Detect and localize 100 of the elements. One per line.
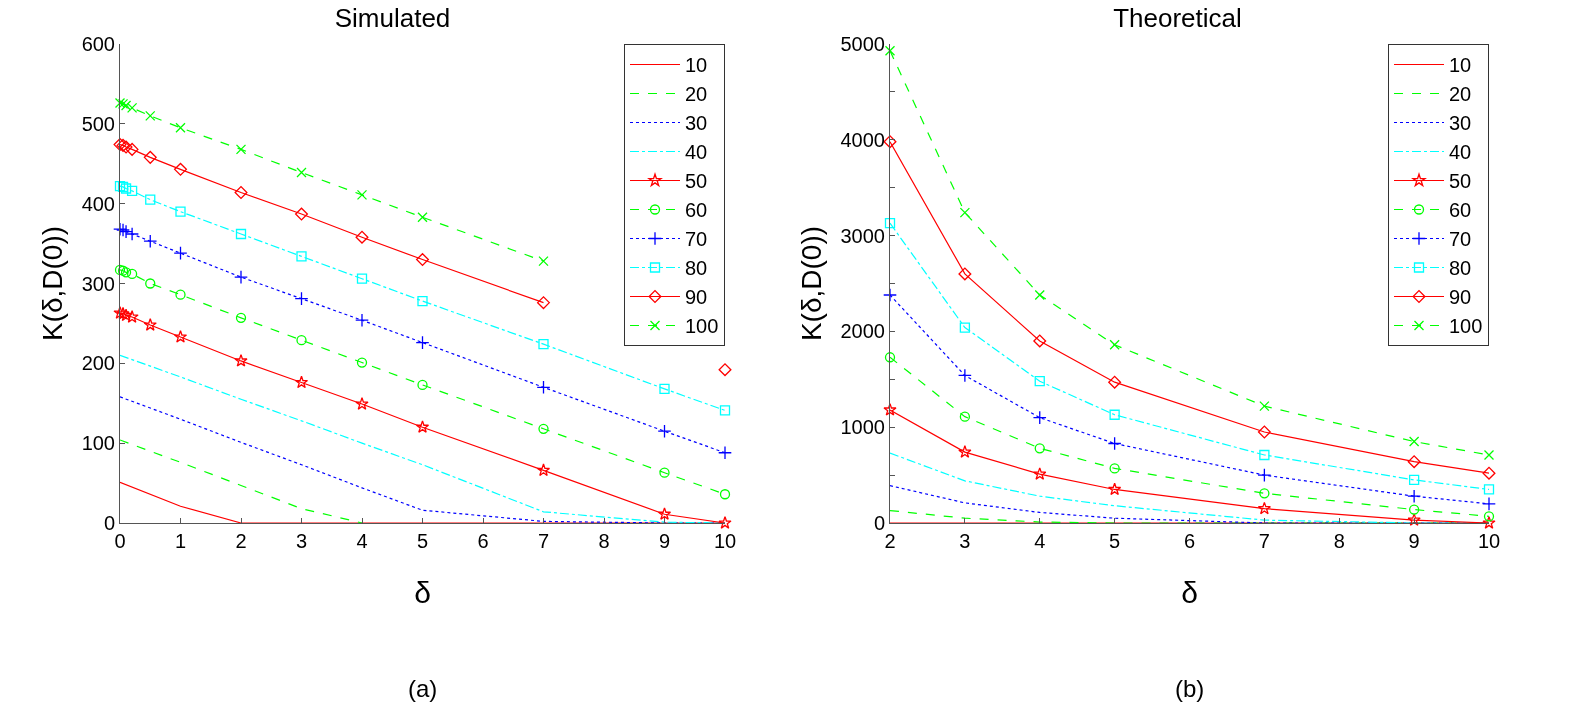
legend-label: 20 [685, 83, 708, 106]
point [234, 353, 248, 367]
point [719, 405, 731, 416]
point [417, 212, 428, 223]
point [417, 295, 428, 307]
point [957, 368, 972, 383]
point [356, 189, 368, 201]
point [1259, 488, 1270, 499]
point [884, 218, 896, 229]
point [356, 357, 368, 368]
x-tick-label: 4 [1034, 530, 1046, 552]
point [125, 227, 140, 241]
x-tick-label: 6 [1183, 530, 1196, 552]
point [959, 322, 971, 333]
point [958, 267, 972, 281]
point [234, 270, 248, 285]
point [1482, 516, 1496, 529]
point [538, 339, 549, 350]
y-tick-label: 4000 [840, 128, 885, 151]
point [296, 335, 307, 346]
point [1033, 467, 1047, 480]
point [884, 352, 896, 363]
point [959, 207, 971, 218]
point [1257, 468, 1272, 483]
point [173, 330, 188, 343]
line-series [120, 439, 363, 523]
x-axis-title: δ [1181, 575, 1198, 609]
point [1109, 409, 1120, 420]
x-tick-label: 10 [1477, 530, 1501, 552]
point [1108, 375, 1122, 389]
point [143, 150, 157, 164]
y-tick-label: 500 [81, 112, 115, 135]
x-tick-label: 9 [1408, 530, 1420, 552]
point [1483, 449, 1495, 461]
point [296, 251, 307, 262]
y-tick-label: 400 [81, 192, 115, 215]
point [538, 423, 549, 434]
point [719, 489, 731, 500]
point [235, 228, 247, 240]
point [538, 255, 549, 267]
point [718, 445, 732, 460]
point [1107, 436, 1122, 451]
x-tick-label: 2 [235, 530, 247, 552]
legend-label: 90 [685, 286, 708, 309]
legend-label: 10 [1449, 54, 1472, 77]
x-tick-label: 7 [537, 530, 550, 552]
point [294, 291, 309, 306]
legend-label: 40 [685, 141, 708, 164]
point [415, 420, 430, 433]
y-tick-label: 100 [81, 432, 115, 455]
text: (a) [408, 675, 438, 702]
point [657, 507, 672, 520]
x-tick-label: 4 [356, 530, 368, 552]
legend-label: 100 [1449, 315, 1483, 338]
x-tick-label: 5 [1109, 530, 1121, 552]
point [143, 318, 157, 331]
legend-label: 100 [685, 315, 719, 338]
point [1109, 463, 1120, 474]
point [1259, 400, 1270, 412]
point [1033, 334, 1047, 348]
y-tick-label: 5000 [840, 33, 885, 55]
y-tick-label: 1000 [840, 416, 885, 439]
point [234, 185, 248, 199]
legend-label: 40 [1449, 141, 1472, 164]
point [659, 383, 670, 395]
legend-label: 70 [685, 228, 708, 251]
point [1034, 443, 1045, 454]
y-axis-title: K(δ,D(0)) [37, 225, 69, 342]
point [125, 142, 139, 156]
x-tick-label: 10 [713, 530, 737, 552]
point [537, 296, 550, 310]
point [1259, 449, 1270, 461]
legend-label: 50 [1449, 170, 1472, 193]
legend-label: 20 [1449, 83, 1472, 106]
point [296, 167, 307, 178]
point [175, 122, 186, 133]
x-tick-label: 5 [416, 530, 429, 552]
legend-label: 10 [685, 54, 708, 77]
point [416, 253, 429, 267]
point [145, 278, 156, 289]
point [173, 246, 188, 261]
point [718, 516, 732, 529]
point [1032, 410, 1047, 425]
legend-label: 30 [685, 112, 708, 135]
point [1109, 339, 1120, 350]
point [536, 463, 551, 477]
point [125, 310, 139, 323]
legend-label: 80 [1449, 257, 1472, 280]
x-tick-label: 3 [295, 530, 308, 552]
legend-label: 50 [685, 170, 708, 193]
point [959, 411, 971, 422]
legend-label: 60 [1449, 199, 1472, 222]
x-tick-label: 7 [1258, 530, 1270, 552]
point [355, 313, 369, 328]
chart-title: Theoretical [1113, 2, 1242, 33]
legend-label: 60 [685, 199, 708, 222]
point [145, 110, 156, 121]
point [1034, 289, 1045, 301]
x-axis-title: δ [414, 575, 431, 609]
chart-title: Simulated [334, 2, 451, 33]
